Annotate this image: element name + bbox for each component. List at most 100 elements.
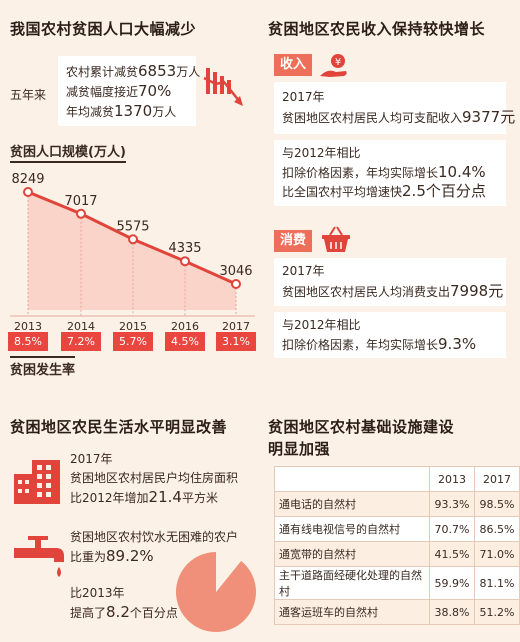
poverty-rate-pill: 8.5% bbox=[8, 332, 48, 351]
consumption-line-4-num: 9.3% bbox=[438, 335, 477, 353]
stat-2-value: 70% bbox=[138, 82, 172, 100]
infra-row-label: 通宽带的自然村 bbox=[273, 541, 431, 567]
water-rest-slice bbox=[216, 552, 242, 592]
water-line-4-prefix: 提高了 bbox=[70, 606, 107, 620]
infra-title-line-1: 贫困地区农村基础设施建设 bbox=[268, 418, 455, 436]
housing-year: 2017年 bbox=[70, 452, 113, 466]
poverty-rate-pill: 4.5% bbox=[165, 332, 205, 351]
housing-line-2: 比2012年增加21.4平方米 bbox=[70, 488, 218, 508]
infra-row-2013: 38.8% bbox=[429, 599, 475, 625]
stat-line-3: 年均减贫1370万人 bbox=[66, 102, 176, 122]
infra-row-2013: 70.7% bbox=[429, 516, 475, 542]
svg-text:¥: ¥ bbox=[335, 57, 341, 68]
stat-1-suffix: 万人 bbox=[176, 65, 201, 79]
data-label: 7017 bbox=[64, 194, 97, 209]
infra-row-label: 通客运班车的自然村 bbox=[273, 599, 431, 625]
water-line-2-prefix: 比重为 bbox=[70, 550, 107, 564]
building-icon bbox=[14, 460, 60, 504]
water-share-pie bbox=[176, 552, 256, 632]
table-row: 通客运班车的自然村 38.8% 51.2% bbox=[273, 599, 520, 625]
five-year-label: 五年来 bbox=[10, 88, 47, 102]
consumption-line-4: 扣除价格因素，年均实际增长9.3% bbox=[282, 335, 476, 355]
infra-header-2017: 2017 bbox=[474, 466, 520, 492]
consumption-tag: 消费 bbox=[274, 230, 313, 252]
poverty-area bbox=[28, 192, 236, 310]
income-line-5-text: 比全国农村平均增速快 bbox=[282, 185, 403, 199]
consumption-box-1: 2017年 贫困地区农村居民人均消费支出7998元 bbox=[274, 258, 506, 306]
data-label: 5575 bbox=[116, 219, 149, 234]
infra-row-label: 主干道路面经硬化处理的自然村 bbox=[273, 566, 431, 600]
water-line-2-num: 89.2% bbox=[106, 547, 154, 565]
data-label: 3046 bbox=[219, 264, 252, 279]
stat-3-prefix: 年均减贫 bbox=[66, 105, 115, 119]
stat-3-value: 1370 bbox=[114, 102, 153, 120]
consumption-line-2: 贫困地区农村居民人均消费支出7998元 bbox=[282, 282, 503, 302]
income-line-2-text: 贫困地区农村居民人均可支配收入 bbox=[282, 111, 463, 125]
infra-title-line-2: 明显加强 bbox=[268, 440, 331, 458]
consumption-line-1: 2017年 bbox=[282, 264, 325, 278]
income-line-2: 贫困地区农村居民人均可支配收入9377元 bbox=[282, 108, 515, 128]
living-section-title: 贫困地区农民生活水平明显改善 bbox=[10, 418, 228, 436]
data-point bbox=[76, 208, 86, 219]
infra-row-label: 通电话的自然村 bbox=[273, 491, 431, 517]
data-point bbox=[128, 234, 138, 245]
water-line-3: 比2013年 bbox=[70, 586, 125, 600]
consumption-line-4-text: 扣除价格因素，年均实际增长 bbox=[282, 338, 439, 352]
income-line-5-num: 2.5个百分点 bbox=[402, 182, 486, 200]
poverty-rate-pill: 5.7% bbox=[113, 332, 153, 351]
stat-line-2: 减贫幅度接近70% bbox=[66, 82, 171, 102]
money-hand-icon: ¥ bbox=[320, 54, 347, 77]
poverty-line-chart: 8249 2013 7017 2014 5575 2015 4335 2016 3046 2017 bbox=[10, 172, 255, 332]
income-tag: 收入 bbox=[274, 54, 313, 76]
stat-3-suffix: 万人 bbox=[152, 105, 177, 119]
chart-title: 贫困人口规模(万人) bbox=[10, 141, 126, 163]
income-line-5: 比全国农村平均增速快2.5个百分点 bbox=[282, 182, 486, 202]
income-box-1: 2017年 贫困地区农村居民人均可支配收入9377元 bbox=[274, 82, 515, 134]
income-box-2: 与2012年相比 扣除价格因素，年均实际增长10.4% 比全国农村平均增速快2.… bbox=[274, 140, 506, 206]
water-line-4: 提高了8.2个百分点 bbox=[70, 603, 178, 623]
poverty-stats-box: 农村累计减贫6853万人 减贫幅度接近70% 年均减贫1370万人 bbox=[58, 56, 200, 126]
data-label: 8249 bbox=[11, 172, 44, 187]
stat-line-1: 农村累计减贫6853万人 bbox=[66, 62, 200, 82]
infra-row-2017: 71.0% bbox=[474, 541, 520, 567]
table-row: 通宽带的自然村 41.5% 71.0% bbox=[273, 541, 520, 567]
poverty-section-title: 我国农村贫困人口大幅减少 bbox=[10, 20, 197, 38]
housing-line-2-num: 21.4 bbox=[148, 488, 182, 506]
consumption-line-2-text: 贫困地区农村居民人均消费支出 bbox=[282, 285, 451, 299]
table-row: 通有线电视信号的自然村 70.7% 86.5% bbox=[273, 516, 520, 542]
income-line-1: 2017年 bbox=[282, 90, 325, 104]
income-line-4-num: 10.4% bbox=[438, 163, 486, 181]
infra-row-2013: 59.9% bbox=[429, 566, 475, 600]
poverty-rate-pill: 7.2% bbox=[61, 332, 101, 351]
infra-table: 2013 2017 通电话的自然村 93.3% 98.5% 通有线电视信号的自然… bbox=[273, 466, 520, 625]
income-line-4: 扣除价格因素，年均实际增长10.4% bbox=[282, 163, 486, 183]
income-line-3: 与2012年相比 bbox=[282, 146, 361, 160]
infra-row-label: 通有线电视信号的自然村 bbox=[273, 516, 431, 542]
infra-row-2017: 86.5% bbox=[474, 516, 520, 542]
infra-row-2017: 51.2% bbox=[474, 599, 520, 625]
infra-row-2017: 81.1% bbox=[474, 566, 520, 600]
consumption-box-2: 与2012年相比 扣除价格因素，年均实际增长9.3% bbox=[274, 312, 506, 358]
x-tick-label: 2017 bbox=[222, 320, 250, 332]
infra-header-2013: 2013 bbox=[429, 466, 475, 492]
infra-row-2013: 93.3% bbox=[429, 491, 475, 517]
stat-1-value: 6853 bbox=[138, 62, 177, 80]
stat-2-prefix: 减贫幅度接近 bbox=[66, 85, 139, 99]
water-tap-icon bbox=[14, 536, 64, 577]
table-row: 通电话的自然村 93.3% 98.5% bbox=[273, 491, 520, 517]
housing-line-2-suffix: 平方米 bbox=[181, 491, 218, 505]
data-point bbox=[231, 279, 241, 289]
infra-row-2017: 98.5% bbox=[474, 491, 520, 517]
income-line-2-num: 9377元 bbox=[462, 108, 516, 126]
x-tick-label: 2013 bbox=[14, 320, 42, 332]
housing-line-1: 贫困地区农村居民户均住房面积 bbox=[70, 471, 239, 485]
water-line-4-suffix: 个百分点 bbox=[129, 606, 178, 620]
income-line-4-text: 扣除价格因素，年均实际增长 bbox=[282, 166, 439, 180]
table-row: 主干道路面经硬化处理的自然村 59.9% 81.1% bbox=[273, 566, 520, 600]
water-line-2: 比重为89.2% bbox=[70, 547, 154, 567]
water-line-1: 贫困地区农村饮水无困难的农户 bbox=[70, 530, 239, 544]
data-label: 4335 bbox=[168, 241, 201, 256]
shopping-basket-icon bbox=[322, 226, 350, 252]
consumption-line-2-num: 7998元 bbox=[450, 282, 504, 300]
infra-header-blank bbox=[273, 466, 431, 492]
